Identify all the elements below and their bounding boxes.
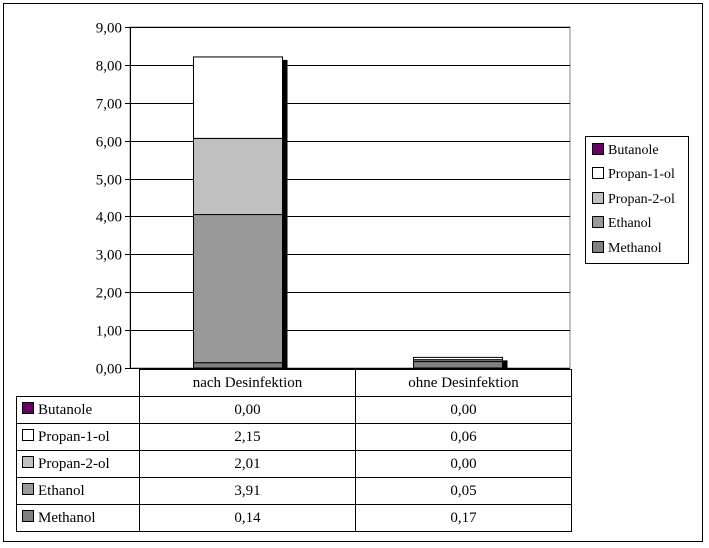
table-cell: 3,91 [139, 477, 356, 505]
y-tick-label: 8,00 [96, 59, 122, 75]
row-label: Propan-2-ol [38, 455, 110, 472]
row-header: Propan-1-ol [16, 423, 140, 451]
y-tick-label: 4,00 [96, 210, 122, 226]
legend-swatch-butanole [592, 142, 604, 155]
bar-segment-methanol [413, 361, 503, 369]
bar-segment-propan-1-ol [193, 56, 283, 139]
legend-item-propan-2-ol: Propan-2-ol [592, 191, 675, 210]
legend-item-butanole: Butanole [592, 142, 659, 161]
row-header: Butanole [16, 396, 140, 424]
data-table: nach Desinfektion ohne Desinfektion Buta… [16, 369, 572, 532]
table-cell: 2,01 [139, 450, 356, 478]
row-swatch-methanol [22, 510, 34, 523]
legend-item-methanol: Methanol [592, 240, 662, 259]
table-cell: 0,00 [355, 450, 572, 478]
legend-swatch-propan-1-ol [592, 166, 604, 179]
table-row: Propan-1-ol 2,15 0,06 [16, 423, 572, 451]
row-swatch-propan-1-ol [22, 429, 34, 442]
legend-item-ethanol: Ethanol [592, 215, 652, 234]
table-cell: 0,05 [355, 477, 572, 505]
table-cell: 0,14 [139, 504, 356, 532]
bar-segment-propan-2-ol [193, 137, 283, 216]
table-row: Butanole 0,00 0,00 [16, 396, 572, 424]
bar-shadow [502, 360, 508, 368]
legend-label: Propan-1-ol [608, 167, 675, 182]
table-cell: 0,06 [355, 423, 572, 451]
bar-shadow [282, 59, 288, 368]
legend-label: Methanol [608, 241, 662, 256]
table-row: Methanol 0,14 0,17 [16, 504, 572, 532]
bar-segment-propan-1-ol [413, 356, 503, 361]
table-cell: 0,00 [139, 396, 356, 424]
y-tick-label: 1,00 [96, 324, 122, 340]
legend-label: Ethanol [608, 216, 652, 231]
row-label: Butanole [38, 401, 93, 418]
table-cell: 0,17 [355, 504, 572, 532]
legend-label: Propan-2-ol [608, 192, 675, 207]
row-label: Methanol [38, 509, 96, 526]
table-row: Propan-2-ol 2,01 0,00 [16, 450, 572, 478]
y-tick-label: 3,00 [96, 248, 122, 264]
legend-label: Butanole [608, 143, 659, 158]
row-label: Ethanol [38, 482, 85, 499]
y-tick-label: 9,00 [96, 21, 122, 37]
y-tick-label: 5,00 [96, 173, 122, 189]
bar-segment-ethanol [193, 214, 283, 364]
legend-swatch-methanol [592, 240, 604, 253]
table-row: Ethanol 3,91 0,05 [16, 477, 572, 505]
y-tick-label: 6,00 [96, 135, 122, 151]
row-header: Propan-2-ol [16, 450, 140, 478]
y-tick-label: 7,00 [96, 97, 122, 113]
legend-swatch-propan-2-ol [592, 191, 604, 204]
row-header: Methanol [16, 504, 140, 532]
legend-swatch-ethanol [592, 215, 604, 228]
chart-frame [3, 3, 703, 542]
legend-item-propan-1-ol: Propan-1-ol [592, 166, 675, 185]
row-swatch-butanole [22, 402, 34, 415]
table-cell: 0,00 [355, 396, 572, 424]
column-header: ohne Desinfektion [355, 369, 572, 397]
table-corner [16, 369, 140, 397]
bar-segment-methanol [193, 362, 283, 369]
row-label: Propan-1-ol [38, 428, 110, 445]
table-cell: 2,15 [139, 423, 356, 451]
column-header: nach Desinfektion [139, 369, 356, 397]
table-header-row: nach Desinfektion ohne Desinfektion [16, 369, 572, 397]
legend: Butanole Propan-1-ol Propan-2-ol Ethanol… [585, 136, 689, 264]
row-header: Ethanol [16, 477, 140, 505]
y-tick-label: 2,00 [96, 286, 122, 302]
row-swatch-ethanol [22, 483, 34, 496]
row-swatch-propan-2-ol [22, 456, 34, 469]
